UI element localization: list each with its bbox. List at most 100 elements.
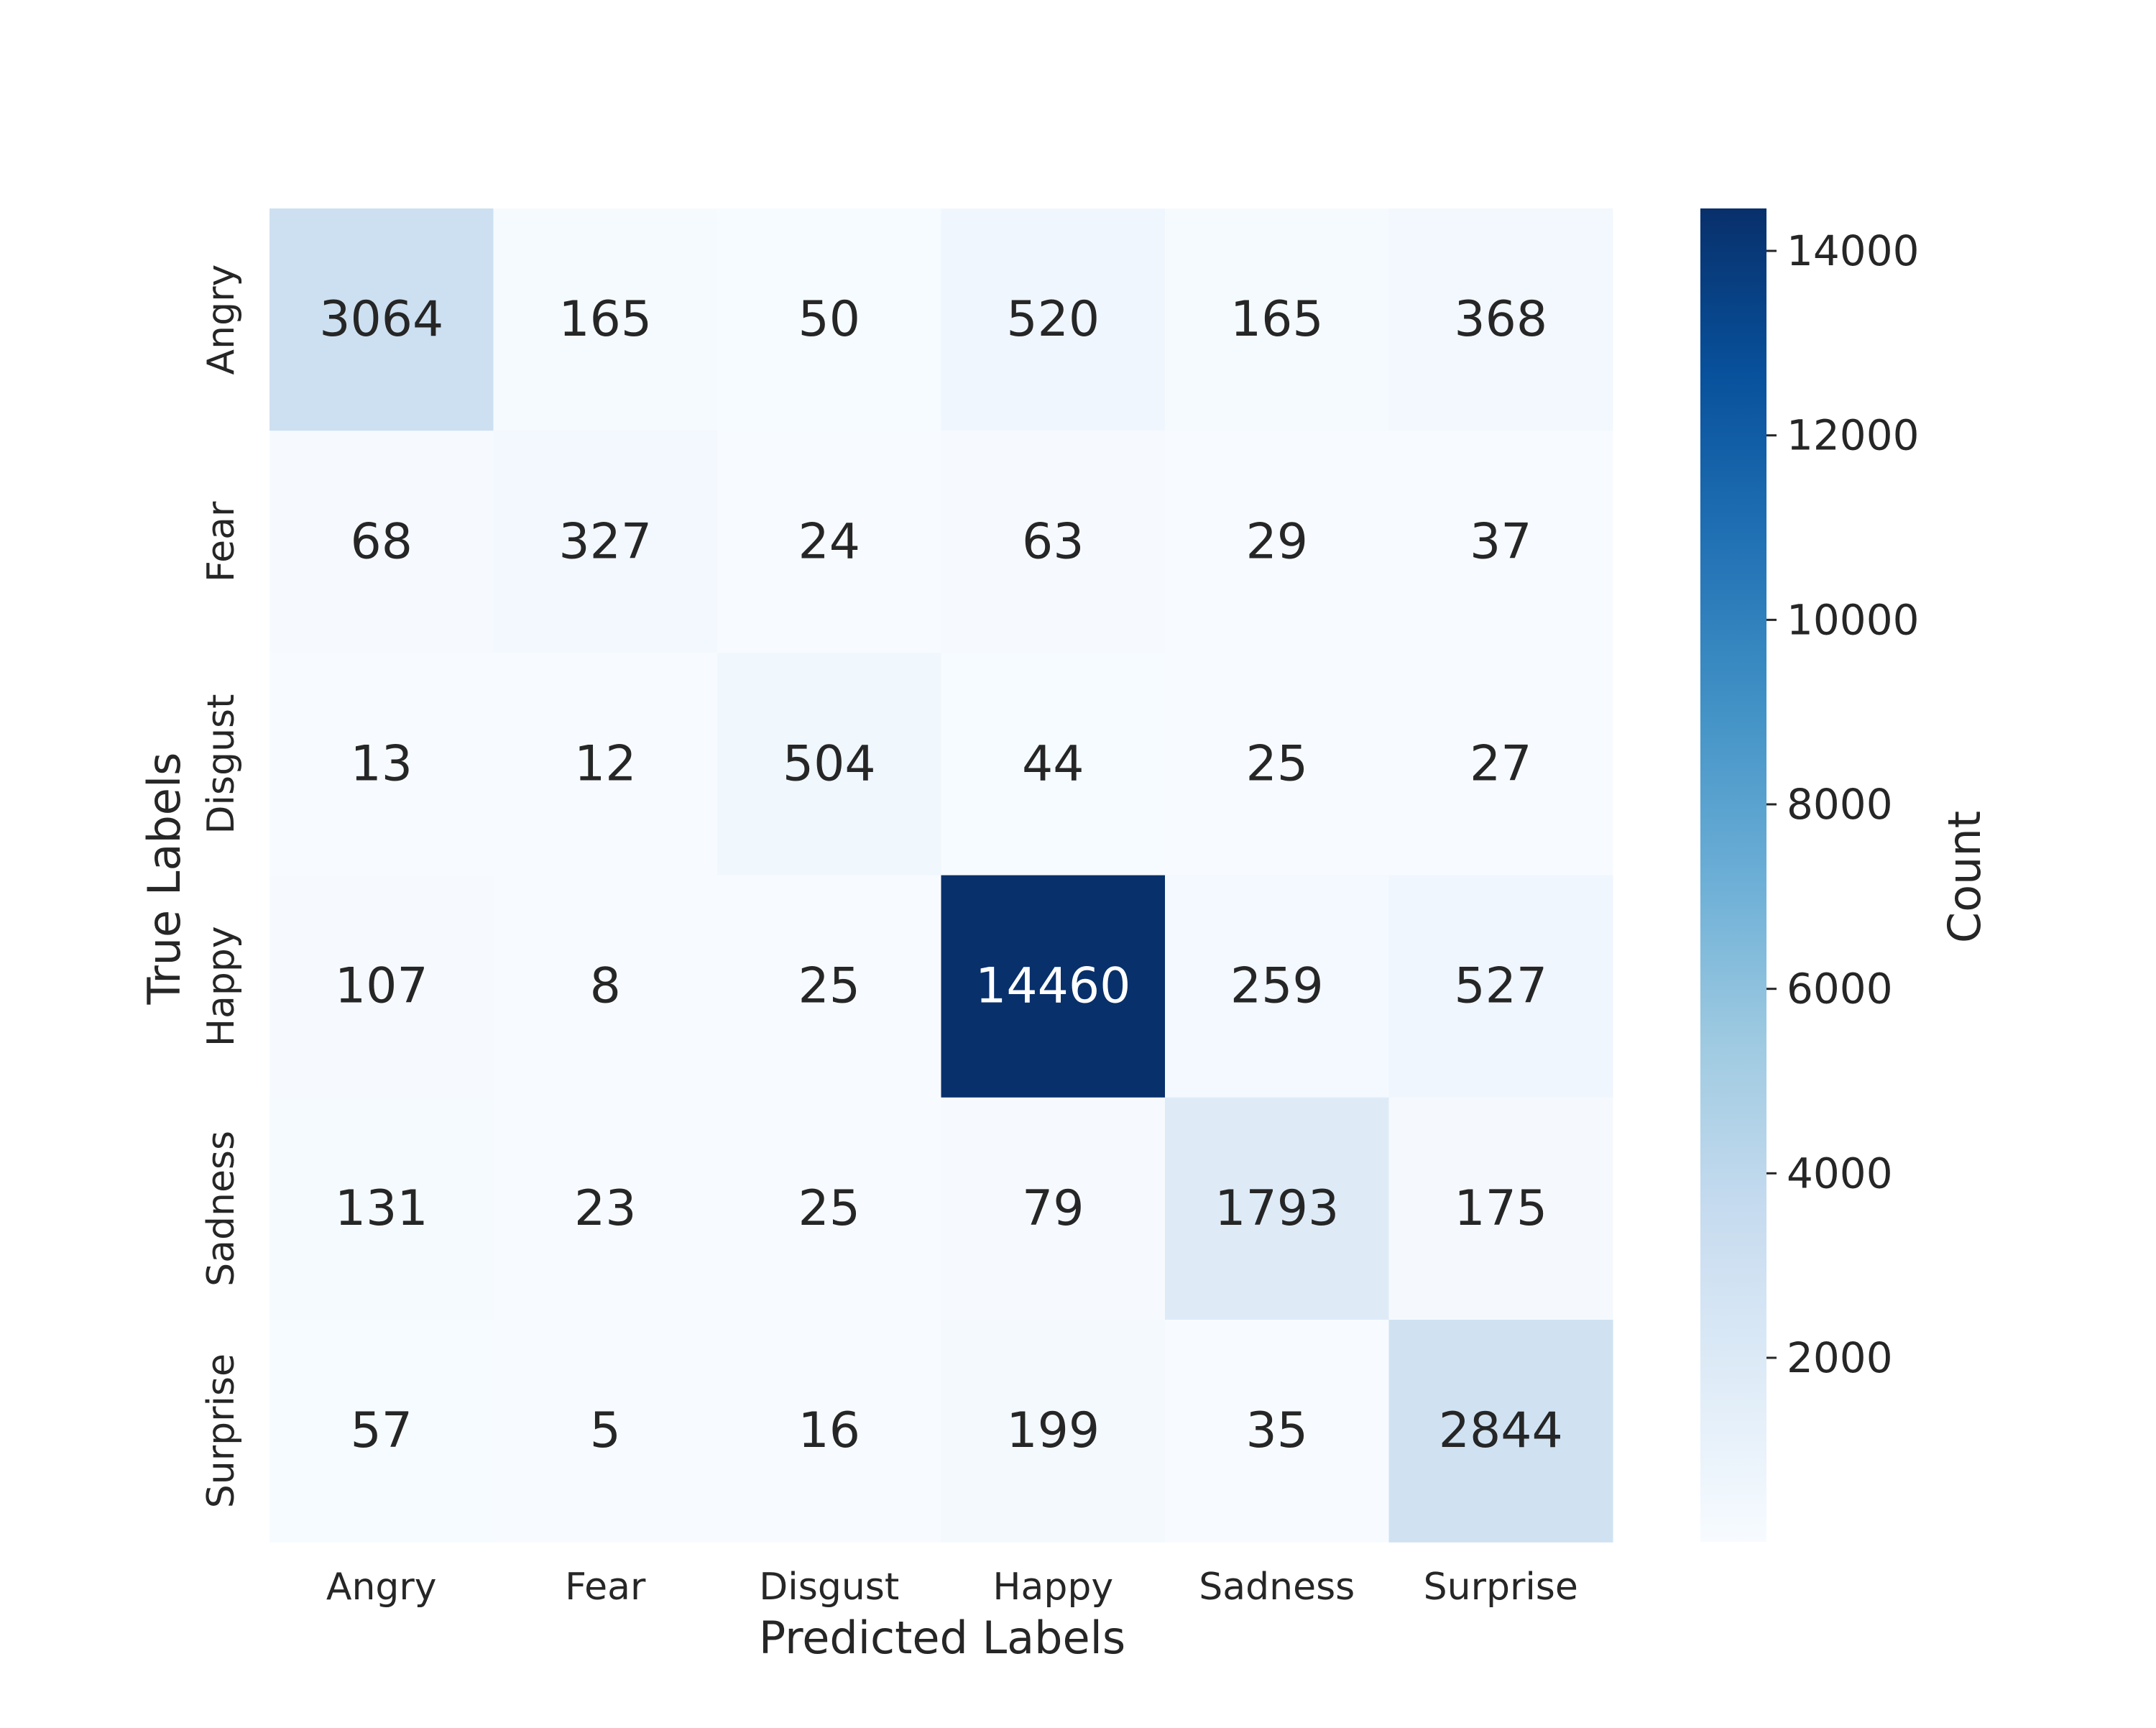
x-axis-tick-labels: Angry Fear Disgust Happy Sadness Surprise — [326, 1566, 1578, 1609]
cell-value-surprise-happy: 199 — [1006, 1402, 1100, 1459]
colorbar-tick-label-12000: 12000 — [1787, 411, 1920, 460]
cell-value-angry-surprise: 368 — [1454, 291, 1547, 348]
heatmap-cell-disgust-sadness — [1165, 653, 1390, 876]
y-axis-label: True Labels — [138, 753, 190, 1006]
heatmap-cell-happy-angry — [270, 875, 494, 1098]
heatmap-cell-surprise-angry — [270, 1320, 494, 1543]
colorbar-tick-label-8000: 8000 — [1787, 780, 1893, 829]
cell-value-sadness-disgust: 25 — [798, 1180, 860, 1237]
cell-value-sadness-happy: 79 — [1022, 1180, 1084, 1237]
cell-value-disgust-surprise: 27 — [1470, 736, 1532, 793]
cell-value-surprise-fear: 5 — [590, 1402, 621, 1459]
heatmap-cell-sadness-disgust — [717, 1097, 942, 1320]
cell-value-happy-happy: 14460 — [975, 958, 1130, 1015]
heatmap-cell-sadness-angry — [270, 1097, 494, 1320]
x-tick-label-fear: Fear — [565, 1566, 646, 1609]
cell-value-fear-surprise: 37 — [1470, 513, 1532, 570]
cell-value-surprise-surprise: 2844 — [1439, 1402, 1563, 1459]
x-tick-label-disgust: Disgust — [759, 1566, 899, 1609]
y-tick-label-sadness: Sadness — [200, 1131, 243, 1287]
heatmap-cell-fear-sadness — [1165, 431, 1390, 653]
heatmap-cell-sadness-sadness — [1165, 1097, 1390, 1320]
cell-value-angry-angry: 3064 — [319, 291, 443, 348]
cell-value-fear-disgust: 24 — [798, 513, 860, 570]
cell-value-happy-surprise: 527 — [1454, 958, 1547, 1015]
heatmap-cell-surprise-surprise — [1388, 1320, 1613, 1543]
x-tick-label-angry: Angry — [326, 1566, 437, 1609]
cell-value-sadness-fear: 23 — [574, 1180, 637, 1237]
x-tick-label-surprise: Surprise — [1424, 1566, 1578, 1609]
colorbar — [1700, 208, 1766, 1542]
heatmap-cell-sadness-happy — [941, 1097, 1166, 1320]
heatmap-cell-sadness-fear — [493, 1097, 718, 1320]
cell-value-surprise-angry: 57 — [350, 1402, 413, 1459]
heatmap-cell-surprise-happy — [941, 1320, 1166, 1543]
cell-value-angry-fear: 165 — [558, 291, 652, 348]
cell-value-disgust-fear: 12 — [574, 736, 637, 793]
cell-value-angry-sadness: 165 — [1230, 291, 1324, 348]
heatmap-cell-angry-fear — [493, 208, 718, 431]
cell-value-fear-happy: 63 — [1022, 513, 1084, 570]
x-tick-label-happy: Happy — [992, 1566, 1113, 1609]
cell-value-sadness-angry: 131 — [335, 1180, 428, 1237]
cell-value-disgust-disgust: 504 — [783, 736, 876, 793]
heatmap-cell-sadness-surprise — [1388, 1097, 1613, 1320]
heatmap-cell-surprise-sadness — [1165, 1320, 1390, 1543]
cell-value-sadness-surprise: 175 — [1454, 1180, 1547, 1237]
heatmap-cell-angry-happy — [941, 208, 1166, 431]
colorbar-tick-label-2000: 2000 — [1787, 1333, 1893, 1382]
heatmap-cell-happy-happy — [941, 875, 1166, 1098]
heatmap-cell-disgust-fear — [493, 653, 718, 876]
y-tick-label-disgust: Disgust — [200, 694, 243, 834]
cell-value-angry-happy: 520 — [1006, 291, 1100, 348]
colorbar-tick-label-4000: 4000 — [1787, 1149, 1893, 1198]
x-axis-label: Predicted Labels — [759, 1612, 1125, 1664]
y-tick-label-angry: Angry — [200, 265, 243, 375]
heatmap-cell-fear-surprise — [1388, 431, 1613, 653]
heatmap-cell-disgust-disgust — [717, 653, 942, 876]
heatmap-cell-fear-disgust — [717, 431, 942, 653]
cell-value-fear-angry: 68 — [350, 513, 413, 570]
heatmap-cell-happy-disgust — [717, 875, 942, 1098]
colorbar-tick-label-10000: 10000 — [1787, 595, 1920, 644]
cell-value-disgust-happy: 44 — [1022, 736, 1084, 793]
heatmap-cell-angry-sadness — [1165, 208, 1390, 431]
colorbar-tick-label-6000: 6000 — [1787, 965, 1893, 1014]
y-tick-label-fear: Fear — [200, 501, 243, 582]
heatmap-cell-fear-happy — [941, 431, 1166, 653]
heatmap-cell-disgust-angry — [270, 653, 494, 876]
y-tick-label-happy: Happy — [200, 926, 243, 1047]
x-tick-label-sadness: Sadness — [1199, 1566, 1355, 1609]
y-axis-tick-labels: Angry Fear Disgust Happy Sadness Surprise — [200, 265, 243, 1508]
heatmap-cell-surprise-fear — [493, 1320, 718, 1543]
y-tick-label-surprise: Surprise — [200, 1354, 243, 1508]
cell-value-fear-fear: 327 — [558, 513, 652, 570]
heatmap-cell-angry-angry — [270, 208, 494, 431]
heatmap-cell-happy-sadness — [1165, 875, 1390, 1098]
heatmap-cell-disgust-surprise — [1388, 653, 1613, 876]
heatmap-cell-fear-angry — [270, 431, 494, 653]
cell-value-fear-sadness: 29 — [1245, 513, 1308, 570]
heatmap-cell-angry-disgust — [717, 208, 942, 431]
heatmap-cell-happy-surprise — [1388, 875, 1613, 1098]
heatmap-cell-angry-surprise — [1388, 208, 1613, 431]
colorbar-tick-label-14000: 14000 — [1787, 226, 1920, 275]
cell-value-disgust-sadness: 25 — [1245, 736, 1308, 793]
cell-value-disgust-angry: 13 — [350, 736, 413, 793]
colorbar-ticks: 2000 4000 6000 8000 10000 12000 14000 — [1766, 226, 1920, 1382]
cell-value-happy-fear: 8 — [590, 958, 621, 1015]
cell-value-happy-angry: 107 — [335, 958, 428, 1015]
cell-value-angry-disgust: 50 — [798, 291, 860, 348]
heatmap-cell-happy-fear — [493, 875, 718, 1098]
heatmap-cell-disgust-happy — [941, 653, 1166, 876]
heatmap-cell-fear-fear — [493, 431, 718, 653]
cell-value-happy-sadness: 259 — [1230, 958, 1324, 1015]
cell-value-surprise-disgust: 16 — [798, 1402, 860, 1459]
colorbar-label: Count — [1938, 811, 1991, 943]
heatmap-cell-surprise-disgust — [717, 1320, 942, 1543]
cell-value-happy-disgust: 25 — [798, 958, 860, 1015]
cell-value-sadness-sadness: 1793 — [1215, 1180, 1339, 1237]
